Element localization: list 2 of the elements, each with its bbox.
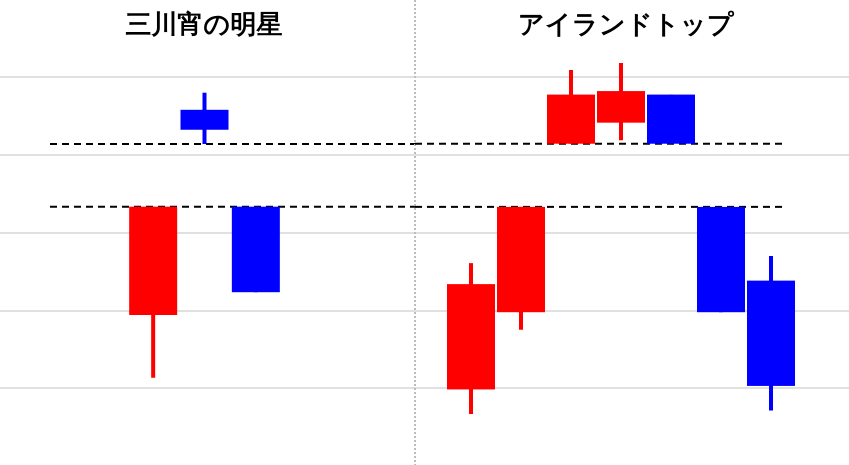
chart-title: アイランドトップ xyxy=(518,10,735,40)
chart-title: 三川宵の明星 xyxy=(126,10,282,40)
